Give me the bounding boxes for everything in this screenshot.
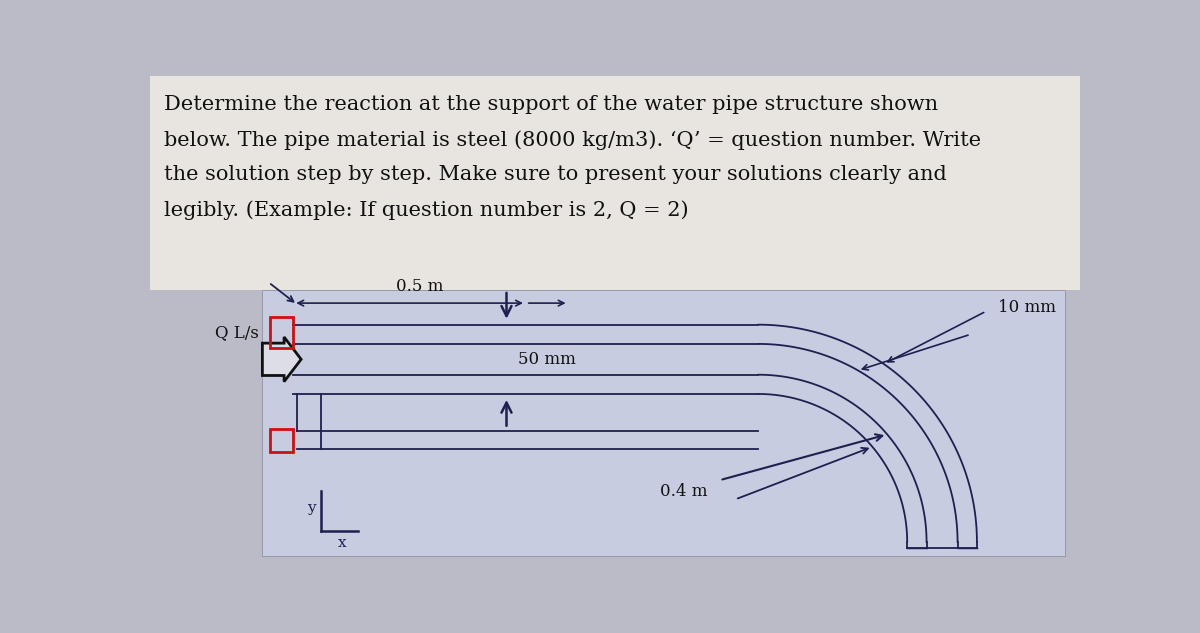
Text: the solution step by step. Make sure to present your solutions clearly and: the solution step by step. Make sure to … (164, 165, 947, 184)
Bar (270, 429, 293, 452)
Text: legibly. (Example: If question number is 2, Q = 2): legibly. (Example: If question number is… (164, 200, 689, 220)
Text: below. The pipe material is steel (8000 kg/m3). ‘Q’ = question number. Write: below. The pipe material is steel (8000 … (164, 130, 982, 150)
Bar (270, 317, 293, 348)
FancyArrow shape (263, 337, 301, 382)
Text: 10 mm: 10 mm (998, 299, 1056, 316)
Text: Determine the reaction at the support of the water pipe structure shown: Determine the reaction at the support of… (164, 95, 938, 114)
Text: 0.4 m: 0.4 m (660, 483, 708, 500)
Text: 0.5 m: 0.5 m (396, 279, 443, 296)
Bar (150, 76, 1080, 290)
Text: 50 mm: 50 mm (518, 351, 576, 368)
Bar (263, 290, 1064, 556)
Text: Q L/s: Q L/s (215, 324, 258, 341)
Text: y: y (307, 501, 316, 515)
Text: x: x (338, 536, 347, 550)
